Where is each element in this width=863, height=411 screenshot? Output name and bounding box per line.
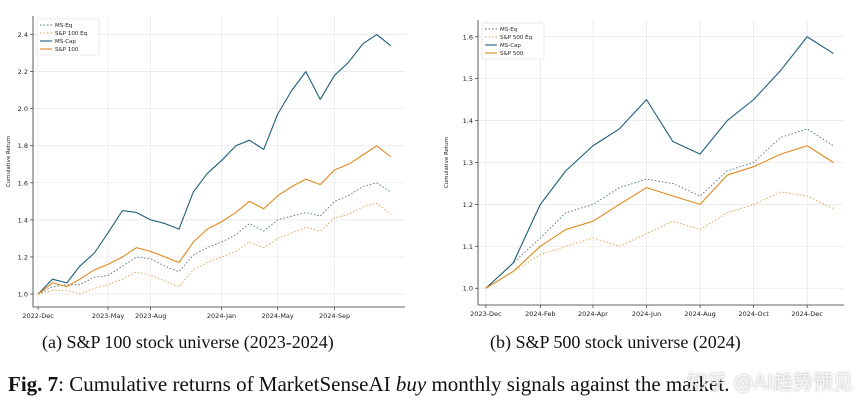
figure-caption-text: Cumulative returns of MarketSenseAI: [69, 372, 396, 396]
subcaption-b: (b) S&P 500 stock universe (2024): [490, 332, 741, 352]
figure-caption-emphasis: buy: [395, 372, 427, 396]
c1-xtick-label-3: 2024-Jun: [632, 310, 661, 318]
c1-xtick-label-6: 2024-Dec: [791, 310, 823, 318]
subcaption-a: (a) S&P 100 stock universe (2023-2024): [42, 332, 334, 352]
c1-ytick-label-6: 1.6: [463, 33, 473, 41]
c0-xtick-label-2: 2023-Aug: [135, 312, 166, 320]
c0-legend-label-0: MS-Eq: [55, 23, 72, 29]
c1-series-0: [485, 128, 834, 289]
c0-xtick-label-3: 2024-Jan: [207, 312, 236, 320]
c1-ylabel: Cumulative Return: [444, 136, 450, 188]
c0-legend: MS-Eq S&P 100 Eq MS-Cap S&P 100: [36, 18, 100, 56]
c0-legend-label-1: S&P 100 Eq: [55, 31, 87, 37]
c1-legend-label-3: S&P 500: [500, 51, 524, 57]
c1-ytick-label-2: 1.2: [463, 201, 473, 209]
c0-ytick-label-3: 1.6: [18, 179, 28, 187]
figure-caption-sep: :: [58, 372, 70, 396]
c1-xtick-label-2: 2024-Apr: [578, 310, 608, 318]
c0-xtick-label-4: 2024-May: [261, 312, 293, 320]
c0-series-0: [37, 182, 391, 295]
c0-ytick-label-0: 1.0: [18, 291, 28, 299]
c0-xtick-label-5: 2024-Sep: [319, 312, 350, 320]
c0-ytick-label-5: 2.0: [18, 105, 28, 113]
c1-series-3: [485, 145, 834, 289]
figure-label: Fig. 7: [8, 372, 59, 396]
c1-series-2: [485, 36, 834, 289]
c0-grid: [33, 16, 405, 307]
chart-sp500: 1.0 1.1 1.2 1.3 1.4 1.5 1.6 2023-Dec 2024-Feb 202…: [444, 20, 844, 318]
c0-legend-label-3: S&P 100: [55, 47, 79, 53]
c0-legend-label-2: MS-Cap: [55, 39, 76, 45]
c1-xtick-label-1: 2024-Feb: [525, 310, 555, 318]
figure-caption: Fig. 7: Cumulative returns of MarketSens…: [8, 372, 729, 397]
c0-ytick-label-1: 1.2: [18, 253, 28, 261]
figure-caption-text-end: monthly signals against the market.: [426, 372, 730, 396]
c0-ytick-label-7: 2.4: [18, 31, 28, 39]
c1-grid: [478, 20, 844, 305]
c1-ytick-label-1: 1.1: [463, 243, 473, 251]
c0-series-3: [37, 145, 391, 295]
c0-series-2: [37, 33, 391, 295]
c0-xtick-label-1: 2023-May: [92, 312, 124, 320]
c0-series-1: [37, 202, 391, 295]
chart-sp100: 1.0 1.2 1.4 1.6 1.8 2.0 2.2 2.4 2022-Dec 2023-May…: [6, 16, 405, 320]
c1-xtick-label-4: 2024-Aug: [684, 310, 715, 318]
watermark: 知乎 @AI趋势预见: [687, 370, 853, 394]
c1-ytick-label-4: 1.4: [463, 117, 473, 125]
c0-xtick-label-0: 2022-Dec: [22, 312, 54, 320]
c1-xtick-label-0: 2023-Dec: [470, 310, 502, 318]
c0-ylabel: Cumulative Return: [6, 135, 12, 187]
c0-ytick-label-4: 1.8: [18, 142, 28, 150]
c1-legend-box: [481, 22, 545, 60]
c1-ytick-label-3: 1.3: [463, 159, 473, 167]
c1-ytick-label-0: 1.0: [463, 285, 473, 293]
c1-series-1: [485, 191, 834, 289]
c1-legend-label-0: MS-Eq: [500, 27, 517, 33]
c1-legend-label-2: MS-Cap: [500, 43, 521, 49]
c1-legend: MS-Eq S&P 500 Eq MS-Cap S&P 500: [481, 22, 545, 60]
c0-legend-box: [36, 18, 100, 56]
c1-legend-label-1: S&P 500 Eq: [500, 35, 532, 41]
c1-xtick-label-5: 2024-Oct: [738, 310, 769, 318]
c0-ytick-label-2: 1.4: [18, 216, 28, 224]
c0-ytick-label-6: 2.2: [18, 68, 28, 76]
c1-ytick-label-5: 1.5: [463, 75, 473, 83]
